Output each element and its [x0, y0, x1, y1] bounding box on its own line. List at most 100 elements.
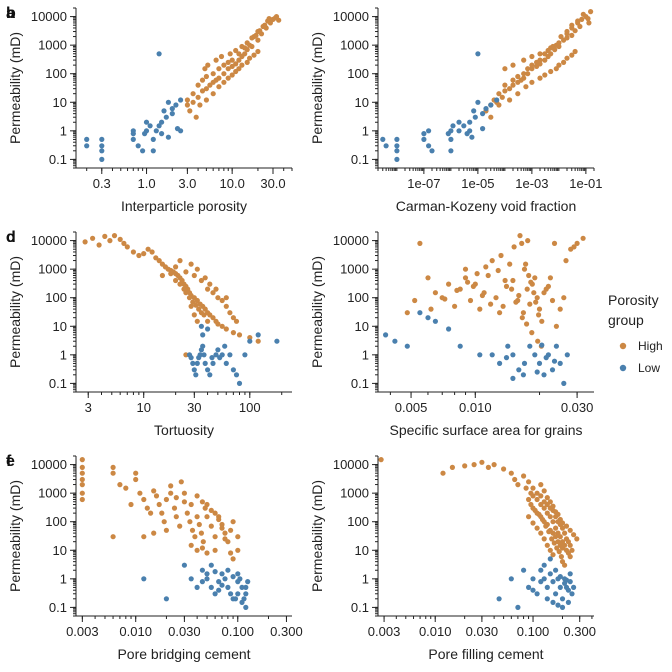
y-tick-label: 1000 — [38, 262, 67, 277]
data-point-high — [110, 464, 116, 470]
y-tick-label: 0.1 — [49, 152, 67, 167]
data-point-high — [572, 28, 578, 34]
data-point-high — [219, 521, 225, 528]
y-tick-label: 10 — [53, 319, 67, 334]
data-point-high — [230, 330, 236, 336]
series-low-a — [84, 51, 184, 162]
data-point-low — [494, 97, 500, 103]
x-axis-title-f: Pore filling cement — [428, 646, 543, 662]
data-point-high — [499, 94, 505, 100]
data-point-high — [242, 51, 248, 57]
data-point-low — [488, 102, 494, 108]
data-point-low — [557, 574, 563, 580]
data-point-high — [529, 66, 535, 72]
y-tick-label: 10 — [355, 95, 369, 110]
data-point-high — [517, 233, 523, 239]
data-point-low — [547, 571, 553, 577]
data-point-high — [538, 493, 544, 499]
data-point-low — [199, 579, 205, 585]
data-point-high — [462, 266, 469, 272]
data-point-low — [559, 604, 566, 611]
data-point-low — [565, 587, 572, 593]
data-point-high — [195, 82, 201, 88]
data-point-high — [216, 75, 222, 81]
data-point-high — [117, 236, 123, 242]
legend-marker-low — [619, 364, 627, 372]
data-point-low — [227, 352, 233, 358]
legend-marker-high — [619, 342, 627, 350]
y-axis-title-d: Permeability (mD) — [309, 256, 325, 368]
y-tick-label: 1 — [60, 123, 67, 138]
data-point-low — [159, 131, 165, 137]
data-point-high — [562, 530, 568, 536]
data-point-low — [213, 352, 219, 358]
panel-letter-f: f — [6, 453, 12, 470]
data-point-low — [232, 596, 239, 602]
data-point-low — [188, 355, 194, 361]
data-point-high — [567, 542, 573, 548]
data-point-low — [243, 584, 249, 591]
data-point-high — [223, 326, 229, 332]
series-high-c — [82, 233, 261, 358]
data-point-high — [227, 310, 233, 316]
data-point-high — [479, 292, 485, 299]
data-point-high — [156, 501, 162, 508]
series-high-f — [378, 457, 580, 568]
data-point-low — [448, 136, 454, 142]
x-tick-label: 30.0 — [260, 176, 285, 191]
data-point-high — [559, 525, 566, 531]
data-point-low — [242, 352, 248, 358]
data-point-low — [130, 136, 136, 142]
data-point-high — [467, 297, 474, 304]
data-point-low — [235, 571, 241, 577]
data-point-high — [586, 20, 592, 26]
data-point-low — [233, 372, 240, 378]
data-point-low — [480, 111, 486, 117]
data-point-high — [212, 547, 218, 553]
data-point-low — [569, 591, 575, 597]
data-point-low — [532, 352, 538, 358]
panel-letter-a: a — [6, 5, 15, 22]
data-point-high — [536, 306, 543, 312]
data-point-high — [526, 272, 532, 279]
data-point-low — [243, 591, 249, 597]
data-point-low — [380, 136, 386, 142]
data-point-high — [102, 233, 108, 239]
data-point-high — [190, 91, 196, 97]
data-point-high — [203, 73, 209, 80]
panels: a 0.3 1.0 3.0 10.0 30.0 0.1 1 10 100 1000 10000 Inte… — [6, 5, 602, 662]
data-point-high — [110, 470, 116, 476]
data-point-high — [90, 235, 96, 241]
y-tick-label: 10 — [53, 543, 67, 558]
data-point-high — [173, 514, 179, 520]
data-point-high — [244, 59, 250, 65]
data-point-high — [202, 275, 208, 281]
data-point-high — [203, 86, 209, 92]
data-point-high — [233, 47, 239, 54]
data-point-high — [79, 470, 85, 476]
data-point-low — [201, 352, 207, 358]
y-tick-label: 10000 — [333, 457, 369, 472]
data-point-low — [483, 106, 489, 112]
data-point-high — [193, 114, 199, 120]
data-point-low — [404, 343, 410, 349]
y-tick-label: 10000 — [31, 457, 67, 472]
data-point-low — [140, 148, 146, 154]
x-tick-label: 0.100 — [517, 624, 550, 639]
data-point-high — [213, 286, 219, 292]
y-tick-label: 1000 — [340, 262, 369, 277]
data-point-high — [188, 542, 194, 548]
data-point-high — [222, 530, 228, 536]
data-point-high — [195, 94, 201, 100]
data-point-low — [174, 126, 181, 132]
data-point-low — [153, 128, 159, 134]
data-point-low — [520, 372, 527, 378]
data-point-high — [184, 510, 190, 516]
data-point-low — [394, 136, 400, 142]
data-point-high — [208, 507, 214, 513]
x-tick-label: 0.030 — [561, 400, 594, 415]
data-point-high — [502, 82, 508, 88]
data-point-low — [181, 562, 187, 568]
data-point-high — [186, 295, 193, 301]
data-point-high — [509, 286, 515, 292]
